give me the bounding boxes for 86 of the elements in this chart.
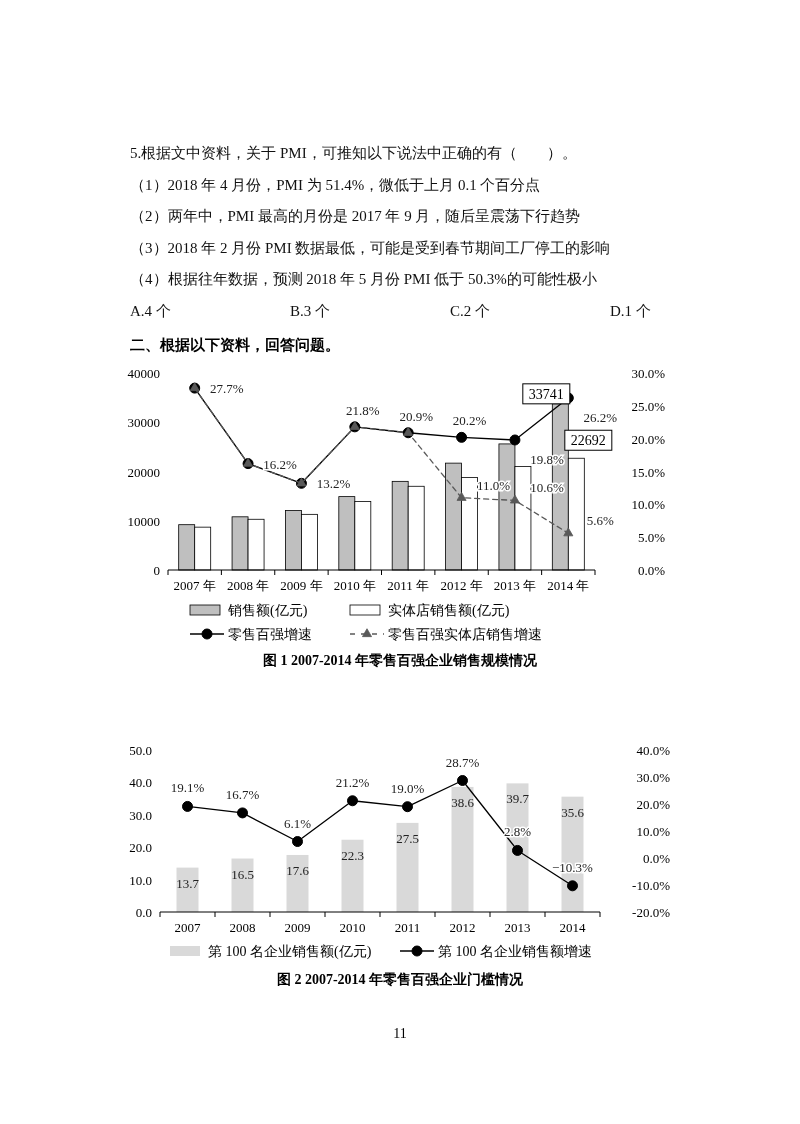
data-label: 13.2% xyxy=(316,476,351,492)
y-tick-label: 40.0 xyxy=(129,775,152,791)
x-tick-label: 2011 xyxy=(394,920,421,935)
y-tick-label: 10.0 xyxy=(129,872,152,888)
data-label: −10.3% xyxy=(552,859,594,875)
y2-tick-label: 25.0% xyxy=(631,398,666,414)
data-label: 19.0% xyxy=(390,780,425,796)
y-tick-label: 10000 xyxy=(127,513,160,529)
text: A.4 个 xyxy=(130,302,171,319)
data-label: 38.6 xyxy=(451,794,475,810)
text: B.3 个 xyxy=(290,302,331,319)
data-label: 17.6 xyxy=(286,862,310,878)
y2-tick-label: 15.0% xyxy=(631,464,666,480)
y-tick-label: 20.0 xyxy=(129,840,152,856)
data-label: 27.7% xyxy=(209,381,244,397)
data-label: 19.1% xyxy=(170,780,205,796)
data-label: 6.1% xyxy=(283,815,312,831)
y2-tick-label: 30.0% xyxy=(636,770,671,785)
text: （2）两年中，PMI 最高的月份是 2017 年 9 月，随后呈震荡下行趋势 xyxy=(130,208,581,224)
legend-label: 零售百强实体店销售增速 xyxy=(388,627,542,642)
y2-tick-label: 40.0% xyxy=(636,743,671,758)
data-label: 39.7 xyxy=(506,791,530,807)
data-label: 16.7% xyxy=(225,786,260,802)
x-tick-label: 2010 xyxy=(339,920,366,935)
chart-title: 二、根据以下资料，回答问题。 xyxy=(130,337,340,353)
data-label: 13.7 xyxy=(176,875,200,891)
data-label: 16.2% xyxy=(263,456,298,472)
y2-tick-label: 30.0% xyxy=(631,366,666,381)
x-tick-label: 2013 年 xyxy=(493,578,537,593)
y-tick-label: 40000 xyxy=(127,366,160,381)
text: （4）根据往年数据，预测 2018 年 5 月份 PMI 低于 50.3%的可能性极小 xyxy=(130,271,597,287)
text: 5.根据文中资料，关于 PMI，可推知以下说法中正确的有（ ）。 xyxy=(130,145,577,161)
y2-tick-label: 0.0% xyxy=(642,851,671,866)
data-label: 22692 xyxy=(570,433,606,449)
data-label: 33741 xyxy=(528,386,564,402)
legend-label: 第 100 名企业销售额增速 xyxy=(438,944,592,959)
y-tick-label: 50.0 xyxy=(129,743,152,758)
x-tick-label: 2007 年 xyxy=(173,578,216,593)
legend-label: 销售额(亿元) xyxy=(227,603,308,619)
x-tick-label: 2012 年 xyxy=(440,578,483,593)
data-label: 21.2% xyxy=(335,774,370,790)
text: （3）2018 年 2 月份 PMI 数据最低，可能是受到春节期间工厂停工的影响 xyxy=(130,239,611,256)
data-label: 22.3 xyxy=(341,847,364,863)
data-label: 27.5 xyxy=(396,830,419,846)
data-label: 16.5 xyxy=(231,866,254,882)
y-tick-label: 30000 xyxy=(127,415,160,431)
x-tick-label: 2014 xyxy=(559,920,586,935)
data-label: 35.6 xyxy=(561,804,585,820)
x-tick-label: 2008 年 xyxy=(226,578,270,593)
data-label: 2.8% xyxy=(503,824,532,840)
legend-label: 零售百强增速 xyxy=(228,627,312,642)
data-label: 26.2% xyxy=(583,409,618,425)
x-tick-label: 2009 xyxy=(284,920,311,935)
text: （1）2018 年 4 月份，PMI 为 51.4%，微低于上月 0.1 个百分点 xyxy=(130,176,541,193)
x-tick-label: 2011 年 xyxy=(387,578,430,593)
legend-label: 实体店销售额(亿元) xyxy=(388,603,510,619)
caption: 图 1 2007-2014 年零售百强企业销售规模情况 xyxy=(262,653,539,668)
x-tick-label: 2013 xyxy=(504,920,531,935)
legend-label: 第 100 名企业销售额(亿元) xyxy=(208,944,372,960)
data-label: 20.9% xyxy=(399,408,434,424)
data-label: 5.6% xyxy=(586,513,615,529)
data-label: 20.2% xyxy=(452,413,487,429)
text: 11 xyxy=(393,1026,407,1041)
y-tick-label: 20000 xyxy=(127,464,160,480)
caption: 图 2 2007-2014 年零售百强企业门槛情况 xyxy=(276,971,525,987)
y-tick-label: 30.0 xyxy=(129,807,152,823)
y2-tick-label: 0.0% xyxy=(637,563,666,578)
x-tick-label: 2008 xyxy=(229,920,256,935)
y2-tick-label: 20.0% xyxy=(636,797,671,812)
text: C.2 个 xyxy=(450,302,491,319)
y2-tick-label: -10.0% xyxy=(632,878,671,893)
x-tick-label: 2010 年 xyxy=(333,578,376,593)
y2-tick-label: 5.0% xyxy=(637,530,666,546)
x-tick-label: 2012 xyxy=(449,920,476,935)
x-tick-label: 2014 年 xyxy=(547,578,590,593)
data-label: 21.8% xyxy=(346,402,380,418)
x-tick-label: 2007 xyxy=(174,920,201,935)
x-tick-label: 2009 年 xyxy=(280,578,323,593)
y2-tick-label: 10.0% xyxy=(631,497,666,513)
text: D.1 个 xyxy=(610,302,651,319)
y-tick-label: 0.0 xyxy=(135,905,152,920)
y2-tick-label: -20.0% xyxy=(632,905,671,920)
y2-tick-label: 10.0% xyxy=(636,824,671,839)
y2-tick-label: 20.0% xyxy=(631,431,666,447)
y-tick-label: 0 xyxy=(153,563,160,578)
data-label: 28.7% xyxy=(445,754,480,770)
